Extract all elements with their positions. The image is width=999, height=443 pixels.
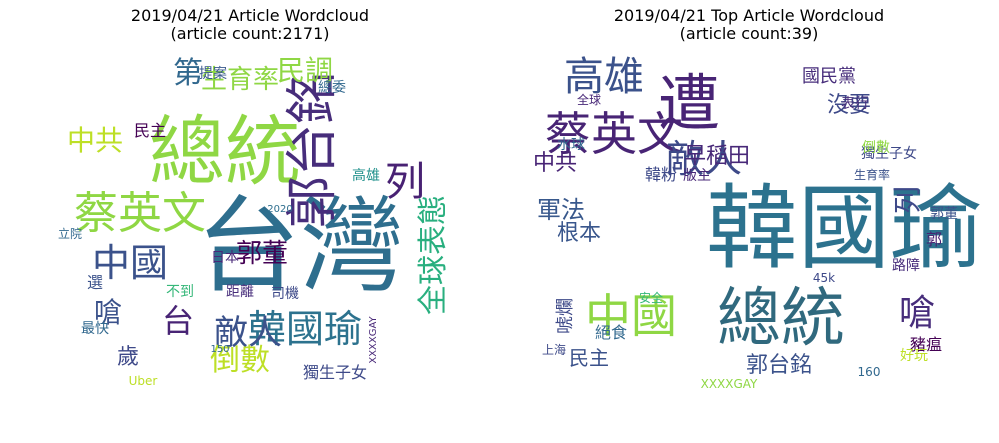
word: 郭台銘 (746, 353, 812, 378)
word: 軍法 (537, 196, 585, 224)
chart-title: 2019/04/21 Top Article Wordcloud (613, 6, 885, 25)
word: 不到 (166, 284, 194, 300)
word: 高雄 (564, 54, 644, 100)
word: 生育率 (201, 65, 279, 95)
word: 韓國瑜 (248, 307, 362, 351)
word: 高雄 (352, 167, 380, 184)
word: 郭台銘 (283, 72, 343, 228)
word: 總統 (717, 282, 845, 356)
word: 敵人 (214, 313, 282, 353)
word: Uber (129, 374, 158, 388)
word: 民調 (277, 54, 333, 87)
word: 列 (891, 186, 924, 214)
word: 距離 (226, 283, 254, 300)
word: 中國 (585, 289, 677, 343)
word: 民主 (134, 121, 166, 140)
word: 中國 (92, 241, 168, 285)
word: 45k (813, 271, 835, 285)
word: 蔡英文 (74, 188, 206, 239)
word: XXXXGAY (368, 315, 379, 363)
word: 倒數 (862, 140, 890, 156)
word: 豬瘟 (910, 335, 942, 354)
word: 沒要 (827, 93, 871, 118)
word: 倒數 (210, 343, 270, 378)
word: 第 (173, 56, 203, 91)
word: 好玩 (900, 348, 928, 364)
word: 敵人 (666, 137, 742, 181)
word: 獨生子女 (303, 363, 367, 382)
chart-subtitle: (article count:2171) (170, 24, 330, 43)
word: 台 (162, 302, 194, 340)
word: 韓國瑜 (706, 175, 982, 282)
word: 遭 (658, 67, 720, 140)
word: 立院 (58, 226, 82, 241)
word: 上海 (542, 342, 566, 357)
word: 歲 (117, 345, 139, 370)
word: 郭董 (236, 239, 288, 269)
word: 160 (858, 365, 881, 379)
word: 民主 (569, 346, 609, 370)
word: 版主 (683, 168, 711, 184)
word: 水球 (557, 137, 585, 153)
wordcloud-panel-left: 2019/04/21 Article Wordcloud (article co… (58, 6, 451, 389)
word: 嗆 (94, 296, 122, 329)
word: 生育率 (854, 167, 890, 182)
word: 郭 (926, 230, 942, 249)
word: 2020 (267, 204, 292, 215)
word: 安全 (639, 290, 663, 305)
word: 總統 (149, 107, 301, 196)
word: 早稻田 (684, 144, 750, 169)
word: 總委 (318, 79, 346, 96)
word: 國民黨 (802, 66, 856, 87)
word: XXXXGAY (701, 377, 758, 391)
word: 獨生子女 (861, 145, 917, 162)
word: 嗆 (899, 293, 935, 334)
word: 中共 (533, 151, 577, 176)
word: 韓粉 (645, 165, 677, 184)
word: 司機 (271, 286, 299, 302)
word: 表行 (841, 96, 869, 112)
word: 蔡英文 (545, 107, 683, 161)
word: 路障 (892, 258, 920, 274)
chart-title: 2019/04/21 Article Wordcloud (130, 6, 370, 25)
word: 郭董 (930, 205, 958, 222)
word: 日本 (211, 250, 239, 266)
word: 絕食 (595, 323, 627, 342)
wordcloud-panel-right: 2019/04/21 Top Article Wordcloud (articl… (499, 0, 999, 443)
word: 150 (210, 344, 229, 355)
word: 列 (385, 159, 425, 205)
word: 根本 (557, 221, 601, 246)
chart-subtitle: (article count:39) (679, 24, 819, 43)
word: 全球表態 (416, 195, 451, 315)
word: 台灣 (196, 185, 404, 307)
word: 選 (87, 273, 103, 292)
word: 最快 (81, 321, 109, 337)
word: 中共 (67, 124, 123, 157)
word: 全球 (577, 92, 601, 107)
word: 唬爛 (555, 298, 576, 334)
word: 提案 (199, 65, 227, 82)
